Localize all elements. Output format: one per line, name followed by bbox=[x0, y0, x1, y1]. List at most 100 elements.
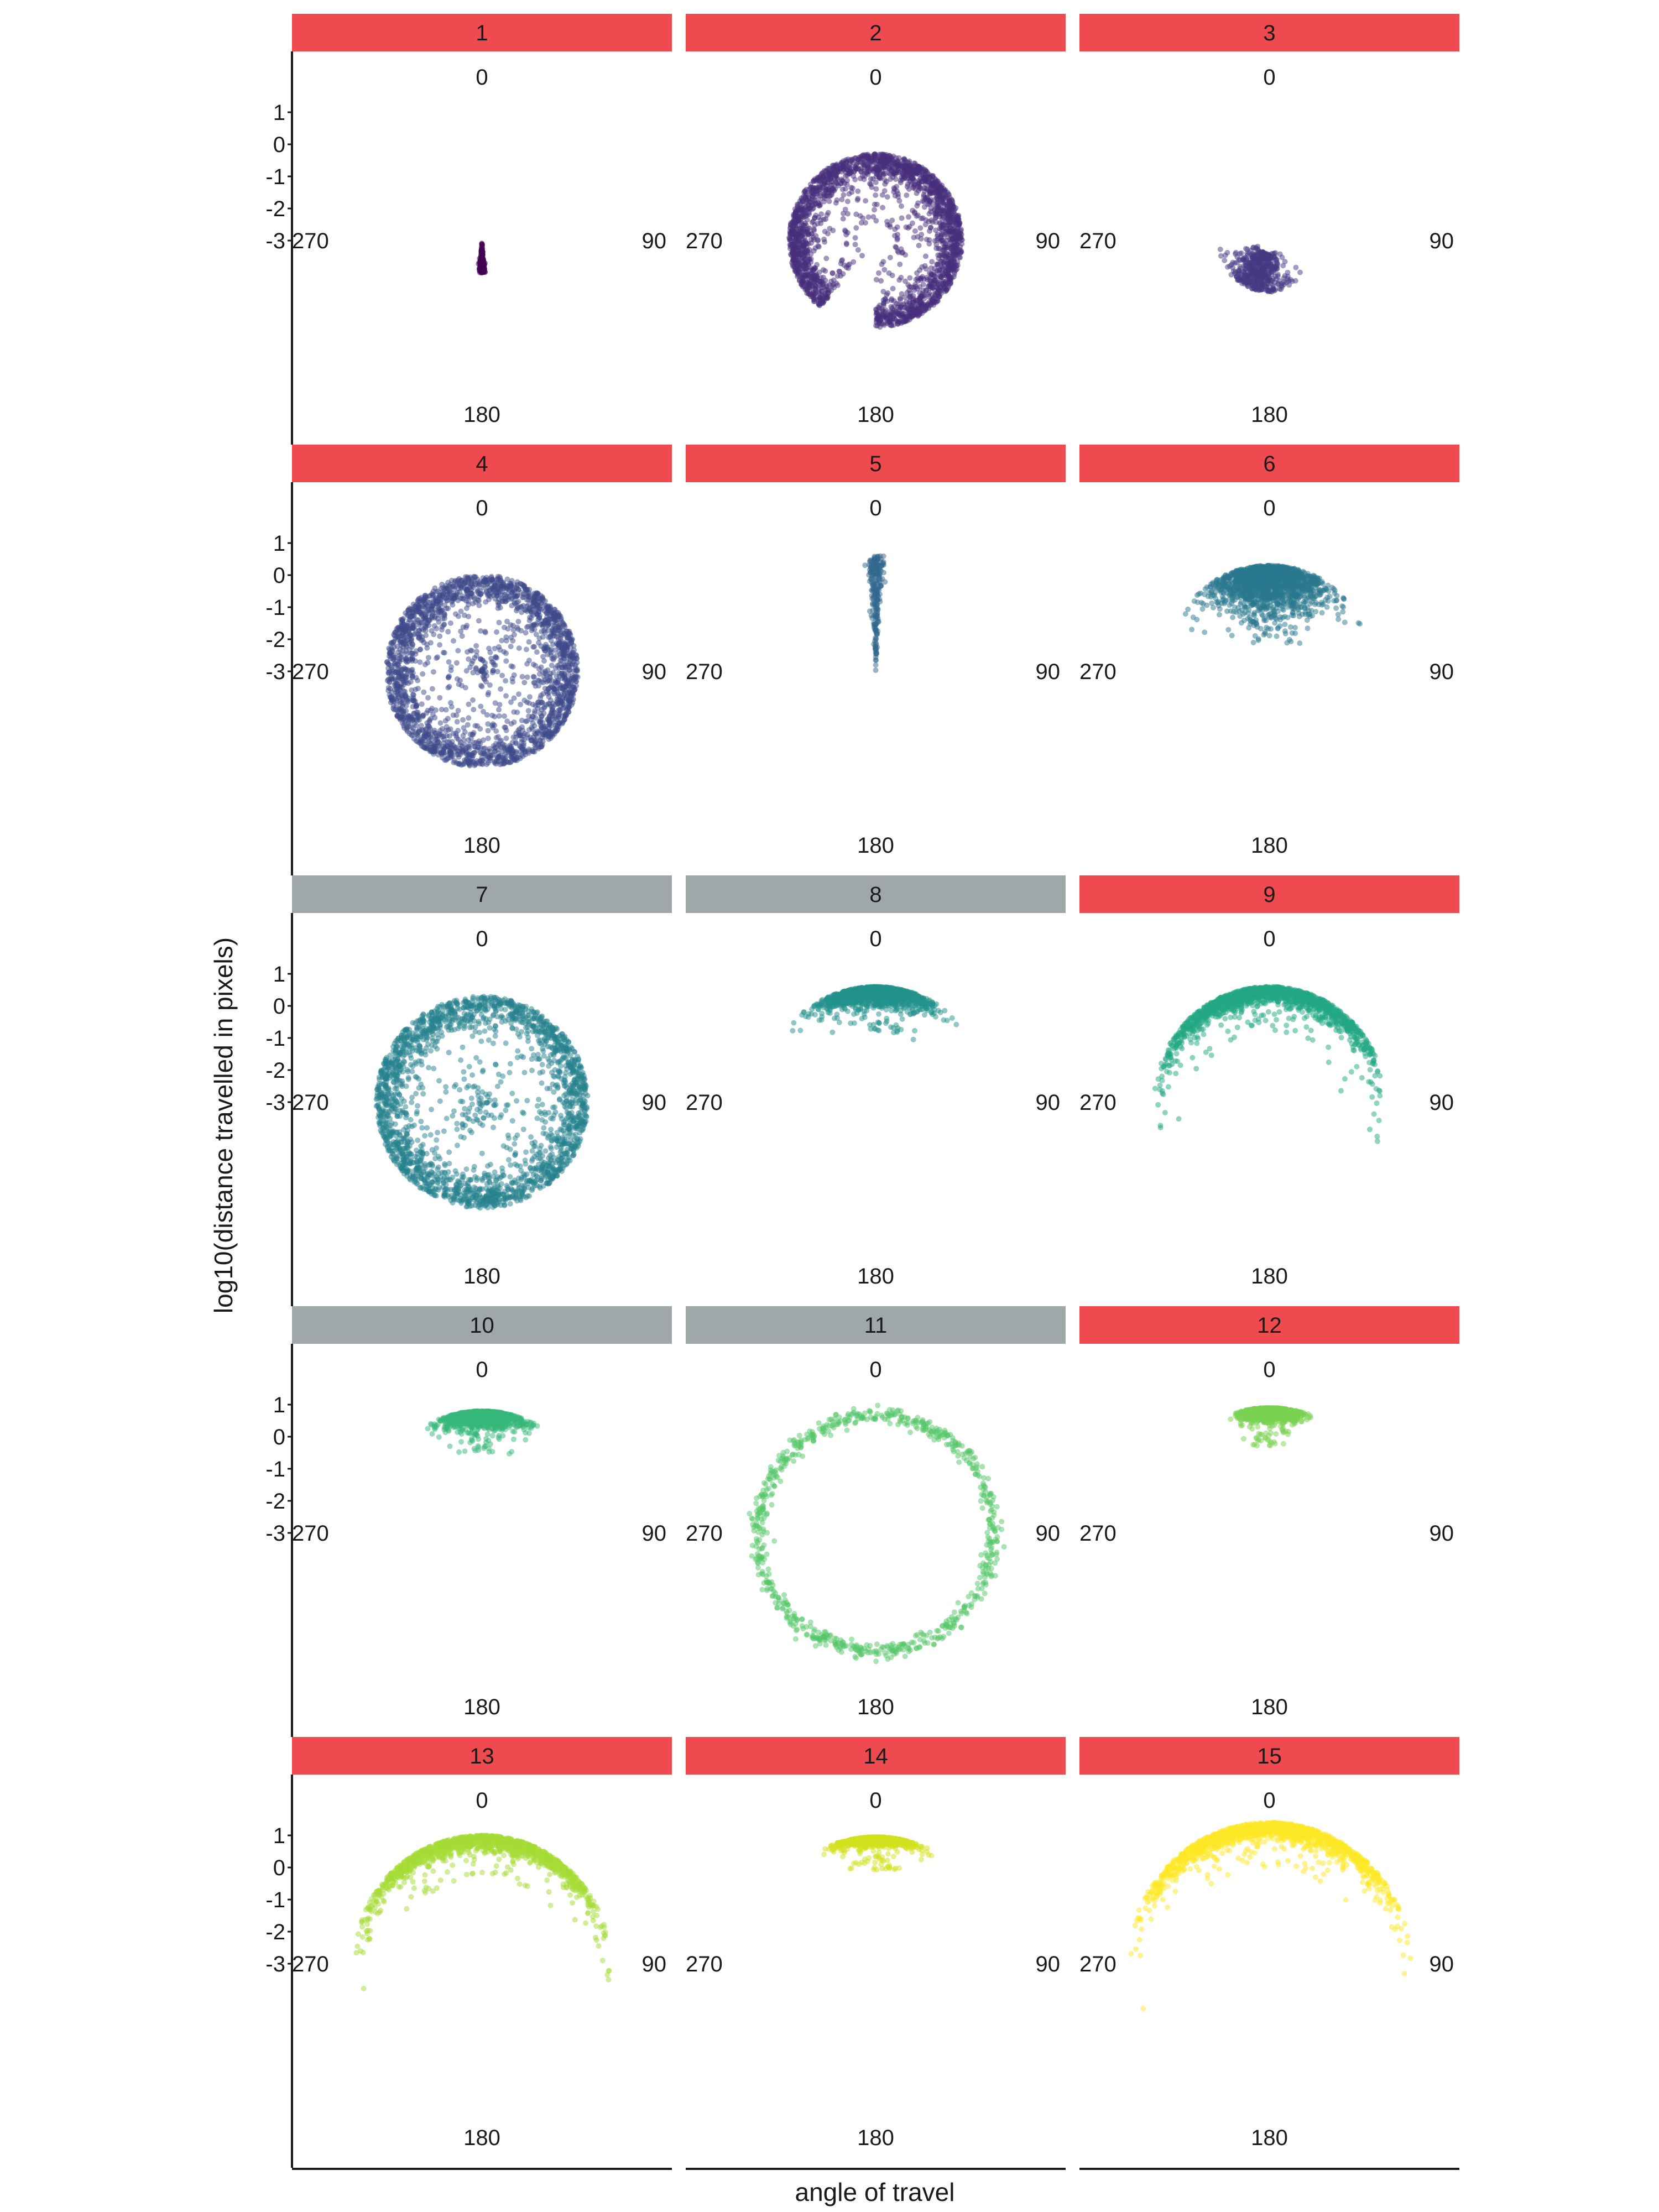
angle-label-180: 180 bbox=[857, 403, 894, 427]
data-point bbox=[885, 319, 891, 325]
data-point bbox=[937, 184, 943, 190]
data-point bbox=[489, 670, 495, 676]
data-point bbox=[909, 169, 915, 175]
data-point bbox=[518, 581, 524, 587]
data-point bbox=[938, 194, 945, 200]
data-point bbox=[932, 190, 938, 196]
data-point bbox=[1275, 272, 1281, 278]
data-point bbox=[884, 194, 890, 200]
angle-label-0: 0 bbox=[476, 496, 488, 520]
data-point bbox=[840, 271, 846, 277]
data-point bbox=[521, 697, 528, 703]
data-point bbox=[830, 270, 836, 276]
data-point bbox=[533, 683, 539, 689]
data-point bbox=[817, 187, 823, 193]
data-point bbox=[873, 276, 879, 283]
data-point bbox=[943, 288, 950, 294]
data-point bbox=[889, 273, 895, 278]
data-point bbox=[918, 179, 924, 185]
angle-label-270: 270 bbox=[292, 660, 329, 684]
data-point bbox=[877, 302, 883, 309]
data-point bbox=[538, 643, 544, 649]
data-point bbox=[953, 267, 959, 273]
data-point bbox=[1256, 287, 1262, 293]
data-point bbox=[854, 160, 860, 166]
data-point bbox=[481, 708, 486, 714]
data-point bbox=[492, 596, 498, 602]
data-point bbox=[441, 622, 447, 628]
data-point bbox=[897, 262, 903, 267]
data-point bbox=[420, 671, 426, 677]
data-point bbox=[444, 733, 450, 739]
data-point bbox=[453, 660, 460, 666]
data-point bbox=[490, 721, 496, 727]
data-point bbox=[895, 191, 901, 197]
r-tick-label: 1 bbox=[273, 531, 285, 556]
data-point bbox=[907, 179, 913, 185]
data-point bbox=[530, 622, 536, 628]
facet-strip bbox=[686, 14, 1066, 51]
data-point bbox=[493, 728, 499, 734]
data-point bbox=[842, 180, 848, 186]
data-point bbox=[877, 324, 883, 330]
data-point bbox=[893, 176, 899, 182]
data-point bbox=[491, 662, 497, 668]
data-point bbox=[936, 291, 941, 297]
data-point bbox=[434, 655, 440, 661]
data-point bbox=[503, 638, 509, 644]
data-point bbox=[449, 599, 455, 605]
data-point bbox=[472, 723, 478, 729]
angle-label-90: 90 bbox=[1430, 229, 1454, 253]
data-point bbox=[840, 216, 846, 222]
data-point bbox=[530, 701, 536, 707]
data-point bbox=[508, 663, 514, 669]
data-point bbox=[907, 275, 913, 281]
data-point bbox=[497, 604, 503, 611]
data-point bbox=[887, 254, 893, 260]
data-point bbox=[798, 233, 804, 239]
data-point bbox=[896, 163, 902, 169]
data-point bbox=[485, 728, 491, 734]
data-point bbox=[422, 613, 429, 619]
data-point bbox=[519, 674, 525, 680]
data-point bbox=[429, 686, 435, 692]
angle-label-90: 90 bbox=[642, 229, 667, 253]
data-point bbox=[539, 743, 545, 749]
data-point bbox=[912, 228, 918, 234]
data-point bbox=[788, 231, 794, 237]
r-tick-label: -1 bbox=[265, 596, 285, 620]
data-point bbox=[417, 659, 423, 665]
data-point bbox=[861, 156, 867, 162]
data-point bbox=[526, 639, 532, 645]
data-point bbox=[457, 589, 463, 595]
data-point bbox=[898, 296, 904, 302]
data-point bbox=[530, 714, 536, 720]
data-point bbox=[799, 195, 805, 201]
data-point bbox=[880, 205, 886, 211]
data-point bbox=[937, 246, 943, 252]
data-point bbox=[503, 650, 509, 656]
data-point bbox=[804, 192, 810, 198]
data-point bbox=[800, 259, 806, 265]
data-point bbox=[521, 680, 528, 686]
data-point bbox=[1271, 288, 1277, 294]
data-point bbox=[549, 662, 555, 669]
data-point bbox=[917, 275, 923, 281]
data-point bbox=[477, 750, 483, 756]
data-point bbox=[503, 658, 509, 664]
data-point bbox=[895, 232, 900, 238]
data-point bbox=[873, 161, 879, 167]
data-point bbox=[1222, 258, 1228, 263]
data-point bbox=[874, 201, 880, 207]
data-point bbox=[942, 219, 948, 225]
data-point bbox=[448, 700, 453, 706]
data-point bbox=[859, 253, 865, 259]
data-point bbox=[419, 634, 425, 640]
data-point bbox=[890, 285, 896, 291]
data-point bbox=[1255, 260, 1261, 267]
data-point bbox=[865, 214, 872, 220]
data-point bbox=[417, 646, 423, 653]
